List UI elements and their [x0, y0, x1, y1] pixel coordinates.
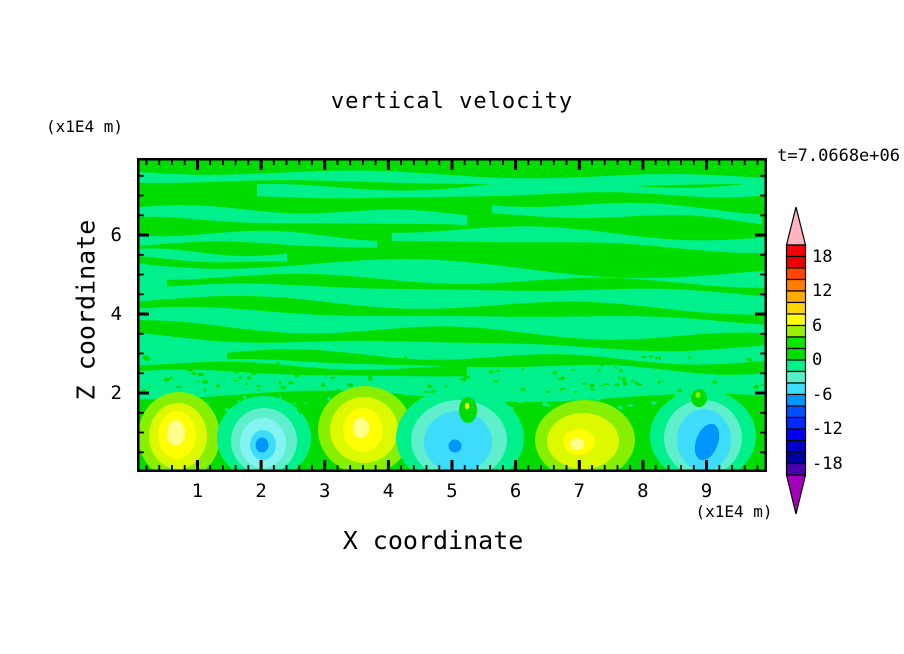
colorbar-tick-label: 0 [812, 350, 823, 370]
colorbar-tick-label: 6 [812, 315, 823, 336]
z-tick-label: 6 [110, 224, 122, 247]
z-axis-unit: (x1E4 m) [46, 117, 124, 136]
colorbar-tick-label: -12 [812, 419, 843, 439]
x-tick-label: 7 [573, 480, 585, 502]
x-tick-label: 5 [446, 480, 458, 502]
x-tick-label: 3 [318, 480, 331, 502]
x-tick-label: 1 [191, 480, 204, 502]
colorbar [785, 207, 807, 515]
x-axis-unit: (x1E4 m) [695, 502, 773, 521]
z-tick-label: 2 [110, 382, 122, 404]
x-tick-label: 6 [509, 480, 522, 502]
time-label: t=7.0668e+06 [777, 146, 900, 166]
colorbar-tick-label: -18 [812, 453, 843, 474]
x-tick-label: 2 [255, 480, 267, 502]
z-tick-label: 4 [110, 303, 122, 325]
contour-plot [137, 158, 767, 472]
colorbar-tick-label: -6 [812, 384, 833, 405]
colorbar-tick-label: 18 [812, 246, 833, 267]
colorbar-tick-label: 12 [812, 281, 833, 301]
plot-title: vertical velocity [330, 89, 574, 114]
x-tick-label: 4 [382, 480, 395, 502]
x-tick-label: 9 [700, 480, 713, 502]
x-axis-label: X coordinate [342, 526, 524, 555]
plot-canvas [137, 158, 767, 472]
x-tick-label: 8 [637, 480, 649, 502]
